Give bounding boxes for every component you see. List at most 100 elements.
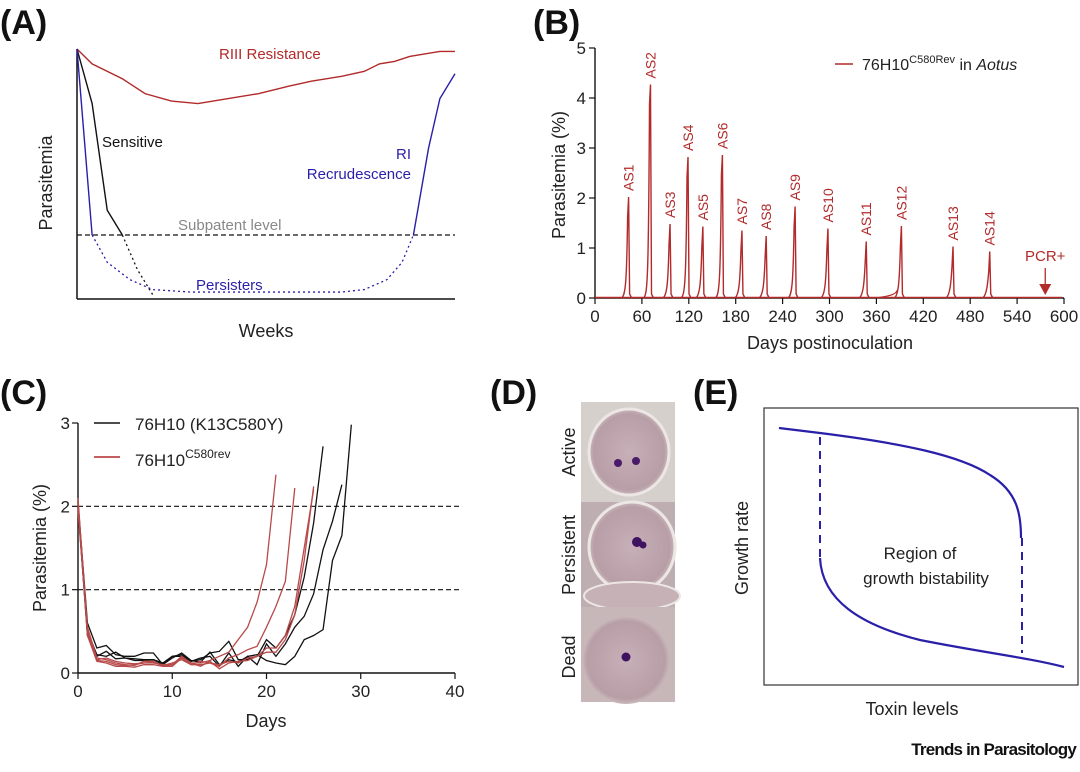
label-sensitive: Sensitive bbox=[102, 134, 163, 151]
panel-b-y-title: Parasitemia (%) bbox=[549, 111, 569, 239]
upper-branch-curve bbox=[778, 426, 1023, 539]
label-dead: Dead bbox=[559, 635, 579, 678]
parasite-dot bbox=[621, 652, 631, 662]
peak-as4 bbox=[680, 156, 692, 299]
peak-as14 bbox=[982, 251, 994, 299]
peak-as12 bbox=[893, 225, 906, 299]
x-tick-label: 360 bbox=[862, 307, 890, 326]
x-tick-label: 480 bbox=[956, 307, 984, 326]
x-tick-label: 30 bbox=[351, 682, 370, 701]
peak-label-as1: AS1 bbox=[621, 164, 637, 191]
peak-label-as10: AS10 bbox=[820, 188, 836, 222]
pcr-arrow-head bbox=[1039, 284, 1052, 295]
peak-as1 bbox=[621, 196, 633, 299]
peak-label-as12: AS12 bbox=[893, 186, 909, 220]
series-line-ri-recrudescence bbox=[412, 73, 456, 236]
peak-as5 bbox=[695, 226, 707, 299]
legend-label-c580rev: 76H10C580rev bbox=[135, 447, 230, 470]
peak-label-as8: AS8 bbox=[758, 203, 774, 230]
series-line-sensitive bbox=[76, 48, 123, 236]
region-label-line1: Region of bbox=[884, 544, 957, 563]
x-tick-label: 120 bbox=[675, 307, 703, 326]
label-riii-resistance: RIII Resistance bbox=[219, 46, 321, 63]
x-tick-label: 40 bbox=[446, 682, 465, 701]
panel-e-chart: Region of growth bistability Toxin level… bbox=[732, 407, 1079, 719]
peak-label-as6: AS6 bbox=[714, 122, 730, 149]
series-line-76h10c580rev-2 bbox=[77, 487, 296, 668]
panel-a-chart: RIII Resistance Sensitive RI Recrudescen… bbox=[36, 46, 456, 341]
series-line-ri-drop bbox=[76, 48, 93, 236]
journal-footer: Trends in Parasitology bbox=[911, 740, 1077, 759]
panel-letter-a: (A) bbox=[0, 4, 47, 42]
panel-c-x-title: Days bbox=[245, 711, 286, 731]
label-subpatent-level: Subpatent level bbox=[178, 217, 281, 234]
y-tick-label: 0 bbox=[577, 289, 586, 308]
legend-label-b: 76H10C580Rev in Aotus bbox=[862, 54, 1017, 74]
peak-as11 bbox=[858, 241, 870, 299]
legend-label-k13c580y: 76H10 (K13C580Y) bbox=[135, 415, 283, 434]
series-line-76h10c580rev-4 bbox=[77, 489, 315, 667]
peak-as10 bbox=[820, 228, 832, 299]
peak-label-as9: AS9 bbox=[787, 174, 803, 201]
panel-e-x-title: Toxin levels bbox=[865, 699, 958, 719]
pcr-label: PCR+ bbox=[1025, 248, 1066, 265]
y-tick-label: 3 bbox=[61, 414, 70, 433]
peak-as9 bbox=[787, 206, 799, 299]
x-tick-label: 600 bbox=[1050, 307, 1078, 326]
panel-b-legend: 76H10C580Rev in Aotus bbox=[835, 54, 1017, 74]
panel-letter-c: (C) bbox=[0, 374, 47, 412]
panel-e-frame bbox=[763, 407, 1079, 686]
parasite-dot bbox=[632, 457, 640, 465]
peak-as8 bbox=[758, 235, 770, 299]
series-line-riii-resistance bbox=[76, 48, 455, 105]
series-line-76h10c580rev-3 bbox=[77, 486, 315, 670]
peak-as6 bbox=[714, 154, 727, 299]
parasite-dot bbox=[632, 537, 642, 547]
peak-label-as14: AS14 bbox=[982, 211, 998, 245]
parasite-dot bbox=[614, 459, 622, 467]
x-tick-label: 240 bbox=[768, 307, 796, 326]
series-line-persisters bbox=[91, 234, 415, 293]
label-persisters: Persisters bbox=[196, 277, 263, 294]
x-tick-label: 10 bbox=[163, 682, 182, 701]
micrograph-persistent bbox=[581, 500, 681, 611]
peak-label-as13: AS13 bbox=[945, 206, 961, 240]
peak-label-as11: AS11 bbox=[858, 202, 874, 235]
y-tick-label: 2 bbox=[577, 189, 586, 208]
y-tick-label: 5 bbox=[577, 39, 586, 58]
y-tick-label: 4 bbox=[577, 89, 586, 108]
panel-letter-e: (E) bbox=[693, 374, 738, 412]
panel-letter-d: (D) bbox=[490, 374, 537, 412]
series-line-76h10-k13c580y-2 bbox=[77, 484, 343, 668]
panel-b-chart: 0 1 2 3 4 5 0 60 120 180 240 300 360 420 480 540 600 AS1… bbox=[549, 39, 1078, 353]
panel-a-x-title: Weeks bbox=[239, 321, 294, 341]
panel-e-y-title: Growth rate bbox=[732, 501, 752, 595]
y-tick-label: 1 bbox=[577, 239, 586, 258]
region-label-line2: growth bistability bbox=[863, 569, 989, 588]
x-tick-label: 420 bbox=[909, 307, 937, 326]
label-active: Active bbox=[559, 427, 579, 476]
label-recrudescence: Recrudescence bbox=[307, 166, 411, 183]
panel-d-micrographs: Active Persistent Dead bbox=[559, 402, 681, 704]
series-line-76h10c580rev-1 bbox=[77, 474, 277, 667]
x-tick-label: 60 bbox=[632, 307, 651, 326]
x-tick-label: 20 bbox=[257, 682, 276, 701]
peak-label-as7: AS7 bbox=[734, 198, 750, 225]
peak-label-as5: AS5 bbox=[695, 194, 711, 221]
x-tick-label: 540 bbox=[1003, 307, 1031, 326]
as12-plateau bbox=[876, 289, 898, 299]
panel-c-y-title: Parasitemia (%) bbox=[30, 484, 50, 612]
label-persistent: Persistent bbox=[559, 515, 579, 595]
panel-a-y-title: Parasitemia bbox=[36, 134, 56, 230]
x-tick-label: 0 bbox=[590, 307, 599, 326]
micrograph-active bbox=[581, 402, 675, 502]
peak-as2 bbox=[643, 84, 655, 299]
x-tick-label: 300 bbox=[815, 307, 843, 326]
peak-as7 bbox=[734, 230, 746, 299]
y-tick-label: 1 bbox=[61, 581, 70, 600]
peak-label-as2: AS2 bbox=[642, 52, 658, 79]
peak-label-as4: AS4 bbox=[680, 124, 696, 151]
panel-letter-b: (B) bbox=[533, 4, 580, 42]
